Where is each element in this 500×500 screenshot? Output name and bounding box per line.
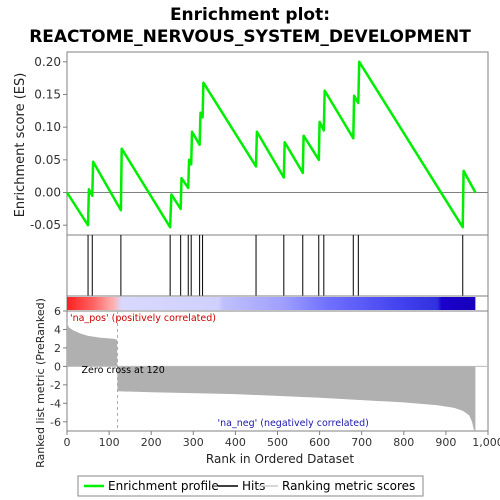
rank-y-tick-label: 0 bbox=[54, 360, 61, 373]
x-tick-label: 500 bbox=[267, 436, 288, 449]
chart-title-line1: Enrichment plot: bbox=[170, 5, 330, 25]
rank-y-axis-label: Ranked list metric (PreRanked) bbox=[34, 298, 47, 468]
x-tick-label: 600 bbox=[309, 436, 330, 449]
es-y-tick-label: 0.05 bbox=[34, 153, 61, 167]
x-tick-label: 300 bbox=[183, 436, 204, 449]
rank-colorbar bbox=[66, 295, 489, 312]
es-y-tick-label: -0.05 bbox=[30, 218, 61, 232]
es-y-tick-label: 0.00 bbox=[34, 186, 61, 200]
rank-y-tick-label: -4 bbox=[50, 397, 61, 410]
positive-correlation-label: 'na_pos' (positively correlated) bbox=[70, 313, 216, 324]
es-y-tick-label: 0.20 bbox=[34, 55, 61, 69]
x-tick-label: 700 bbox=[351, 436, 372, 449]
rank-y-tick-label: -6 bbox=[50, 416, 61, 429]
legend-box bbox=[77, 475, 424, 497]
rank-y-tick-label: -2 bbox=[50, 379, 61, 392]
rank-metric-area bbox=[67, 323, 476, 431]
x-tick-label: 900 bbox=[435, 436, 456, 449]
rank-y-tick-label: 2 bbox=[54, 342, 61, 355]
colorbar-fill bbox=[67, 297, 476, 310]
x-tick-label: 400 bbox=[225, 436, 246, 449]
legend-item-label: Hits bbox=[242, 479, 265, 493]
legend: Enrichment profile Hits Ranking metric sco… bbox=[77, 475, 424, 497]
es-y-axis-label: Enrichment score (ES) bbox=[13, 73, 28, 218]
rank-y-tick-label: 6 bbox=[54, 305, 61, 318]
x-tick-label: 800 bbox=[393, 436, 414, 449]
chart-title-line2: REACTOME_NERVOUS_SYSTEM_DEVELOPMENT bbox=[29, 27, 471, 47]
x-tick-label: 200 bbox=[141, 436, 162, 449]
es-series-line bbox=[65, 60, 477, 229]
zero-cross-label: Zero cross at 120 bbox=[82, 365, 165, 376]
es-y-tick-label: 0.10 bbox=[34, 120, 61, 134]
legend-item-label: Enrichment profile bbox=[108, 479, 219, 493]
legend-item-label: Ranking metric scores bbox=[282, 479, 415, 493]
negative-correlation-label: 'na_neg' (negatively correlated) bbox=[218, 418, 369, 429]
x-tick-label: 0 bbox=[64, 436, 71, 449]
es-plot-frame bbox=[66, 51, 489, 236]
x-tick-label: 100 bbox=[99, 436, 120, 449]
es-y-tick-label: 0.15 bbox=[34, 87, 61, 101]
es-panel: -0.05 0.00 0.05 0.10 0.15 0.20 bbox=[30, 51, 489, 236]
rank-y-tick-label: 4 bbox=[54, 323, 61, 336]
ranked-metric-panel: -6 -4 -2 0 2 4 6 'na_pos' (positively correlate… bbox=[50, 305, 500, 449]
x-tick-label: 1,000 bbox=[472, 436, 500, 449]
hits-frame bbox=[66, 234, 489, 297]
x-axis-label: Rank in Ordered Dataset bbox=[206, 452, 354, 466]
hits-panel bbox=[66, 234, 489, 297]
